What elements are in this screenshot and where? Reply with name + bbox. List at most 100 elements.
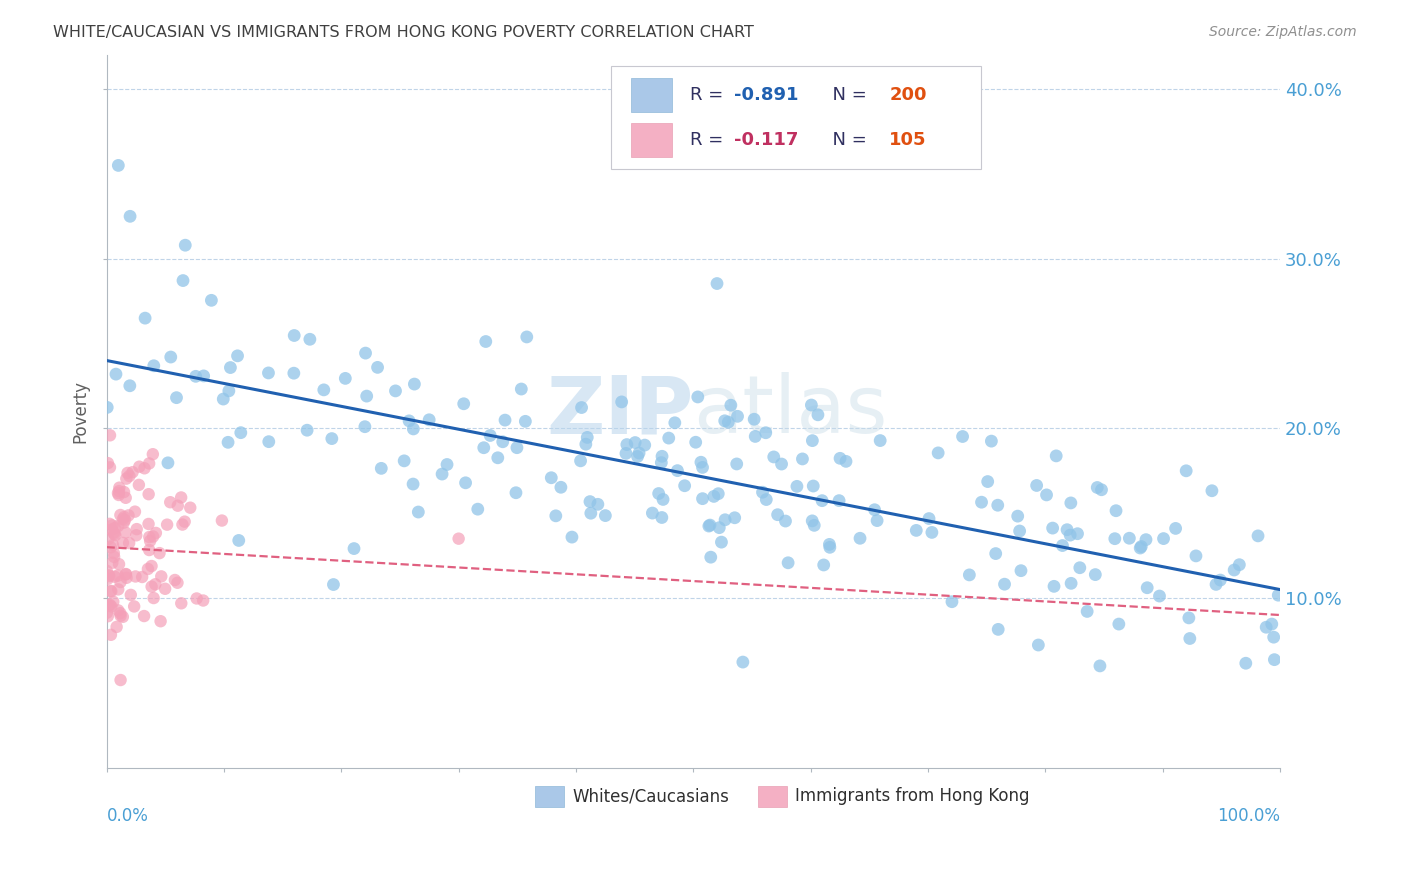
Point bbox=[984, 547, 1007, 561]
Point bbox=[159, 495, 181, 509]
Point bbox=[927, 446, 949, 460]
Point bbox=[117, 508, 139, 523]
Point bbox=[172, 517, 194, 532]
Point bbox=[686, 390, 709, 404]
Point bbox=[699, 518, 721, 533]
Point bbox=[98, 516, 121, 531]
Y-axis label: Poverty: Poverty bbox=[72, 380, 89, 443]
Point bbox=[321, 432, 343, 446]
Point bbox=[103, 595, 125, 609]
Point bbox=[100, 583, 122, 598]
Text: R =: R = bbox=[690, 131, 728, 149]
Point bbox=[117, 466, 139, 480]
Point bbox=[652, 492, 675, 507]
Point bbox=[813, 558, 835, 572]
Point bbox=[1056, 523, 1078, 537]
Text: 105: 105 bbox=[889, 131, 927, 149]
Point bbox=[114, 491, 136, 505]
Point bbox=[159, 350, 181, 364]
Point bbox=[993, 577, 1015, 591]
Point bbox=[792, 451, 814, 466]
Point bbox=[1175, 464, 1198, 478]
Point bbox=[1209, 573, 1232, 587]
Point bbox=[447, 532, 470, 546]
Point bbox=[97, 568, 120, 582]
Point bbox=[811, 493, 834, 508]
Point bbox=[134, 461, 156, 475]
Point bbox=[651, 510, 673, 524]
Point bbox=[283, 366, 305, 380]
Point bbox=[107, 603, 129, 617]
Point bbox=[1261, 617, 1284, 632]
Point bbox=[807, 408, 830, 422]
Point bbox=[408, 505, 430, 519]
Point bbox=[863, 502, 886, 516]
Point bbox=[454, 475, 477, 490]
Point bbox=[97, 456, 120, 470]
Point bbox=[492, 434, 515, 449]
Point bbox=[714, 513, 737, 527]
Point bbox=[186, 591, 208, 606]
Text: ZIP: ZIP bbox=[546, 373, 693, 450]
Point bbox=[108, 481, 131, 495]
Point bbox=[156, 517, 179, 532]
Point bbox=[166, 575, 188, 590]
Point bbox=[312, 383, 335, 397]
Point bbox=[193, 368, 215, 383]
Point bbox=[143, 577, 166, 591]
Point bbox=[118, 469, 141, 483]
Point bbox=[1042, 521, 1064, 535]
Point bbox=[108, 484, 131, 499]
FancyBboxPatch shape bbox=[612, 66, 981, 169]
Point bbox=[1234, 657, 1257, 671]
Point bbox=[115, 567, 138, 582]
Point bbox=[692, 460, 714, 475]
Point bbox=[219, 360, 242, 375]
Point bbox=[666, 464, 689, 478]
Point bbox=[786, 479, 808, 493]
Point bbox=[869, 434, 891, 448]
Point bbox=[110, 606, 132, 620]
Point bbox=[1153, 532, 1175, 546]
Point bbox=[118, 378, 141, 392]
Point bbox=[1007, 509, 1029, 524]
Point bbox=[392, 454, 415, 468]
Point bbox=[467, 502, 489, 516]
Point bbox=[544, 508, 567, 523]
Point bbox=[111, 610, 134, 624]
Point bbox=[1045, 449, 1067, 463]
Point bbox=[112, 510, 135, 524]
Point bbox=[1105, 504, 1128, 518]
Text: 100.0%: 100.0% bbox=[1218, 807, 1279, 825]
Point bbox=[770, 457, 793, 471]
Point bbox=[818, 541, 841, 555]
Point bbox=[957, 568, 980, 582]
Point bbox=[651, 450, 673, 464]
Point bbox=[100, 540, 122, 554]
Point bbox=[166, 391, 188, 405]
Point bbox=[725, 457, 748, 471]
Point bbox=[283, 328, 305, 343]
Bar bbox=[534, 786, 564, 807]
Point bbox=[335, 371, 357, 385]
Point bbox=[475, 334, 498, 349]
Point bbox=[107, 582, 129, 597]
Point bbox=[941, 595, 963, 609]
Point bbox=[586, 497, 609, 511]
Point bbox=[124, 505, 146, 519]
Point bbox=[1010, 564, 1032, 578]
Point bbox=[257, 366, 280, 380]
Point bbox=[706, 277, 728, 291]
Point bbox=[96, 606, 118, 620]
Point bbox=[921, 525, 943, 540]
Point bbox=[170, 596, 193, 610]
Point bbox=[818, 537, 841, 551]
Point bbox=[1035, 488, 1057, 502]
Point bbox=[970, 495, 993, 509]
Point bbox=[163, 573, 186, 587]
Point bbox=[97, 532, 120, 546]
Point bbox=[800, 398, 823, 412]
Point bbox=[976, 475, 998, 489]
Point bbox=[479, 428, 502, 442]
Point bbox=[952, 429, 974, 443]
